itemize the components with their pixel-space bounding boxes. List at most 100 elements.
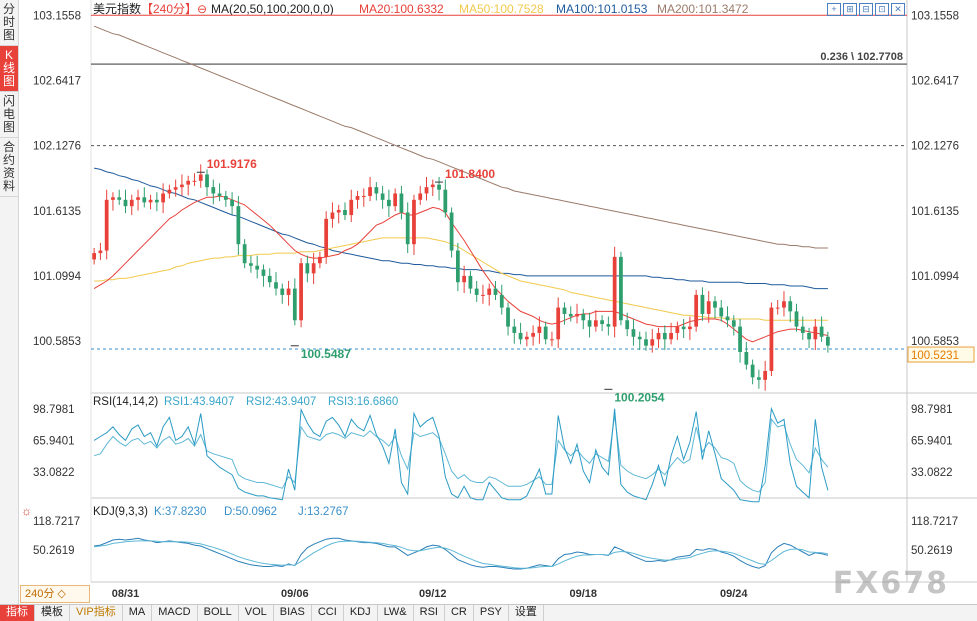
candle-body bbox=[537, 326, 542, 333]
candle-body bbox=[788, 301, 793, 312]
indicator-tab-5[interactable]: BOLL bbox=[198, 605, 239, 621]
side-tab-contract-info[interactable]: 合约资料 bbox=[0, 138, 18, 197]
candle-body bbox=[274, 282, 278, 289]
y-tick-label-left: 102.6417 bbox=[33, 75, 81, 87]
current-price-label: 100.5231 bbox=[911, 350, 959, 362]
candle-body bbox=[481, 294, 485, 296]
candle-body bbox=[104, 199, 109, 251]
indicator-tab-1[interactable]: 模板 bbox=[35, 605, 70, 621]
kdj-y-tick-right: 118.7217 bbox=[911, 516, 958, 528]
indicator-tab-13[interactable]: PSY bbox=[474, 605, 509, 621]
candle-body bbox=[192, 180, 197, 182]
fullscreen-icon[interactable]: ⊡ bbox=[875, 3, 889, 16]
candle-body bbox=[474, 288, 479, 295]
x-tick-label: 09/24 bbox=[720, 588, 748, 600]
candle-body bbox=[813, 326, 818, 340]
extreme-label: 101.9176 bbox=[207, 157, 257, 171]
candle-body bbox=[136, 197, 140, 200]
side-tab-flash[interactable]: 闪电图 bbox=[0, 92, 18, 138]
candle-body bbox=[550, 339, 554, 341]
kdj-line-k bbox=[94, 537, 829, 570]
candle-body bbox=[98, 250, 103, 254]
indicator-tab-6[interactable]: VOL bbox=[239, 605, 274, 621]
kdj-j-label: J:13.2767 bbox=[298, 506, 349, 518]
candle-body bbox=[380, 193, 385, 200]
candle-body bbox=[556, 307, 561, 340]
side-tab-timeshare[interactable]: 分时图 bbox=[0, 0, 18, 46]
candle-body bbox=[455, 250, 460, 283]
candle-body bbox=[223, 196, 228, 200]
candle-body bbox=[650, 339, 655, 346]
candle-body bbox=[600, 320, 604, 325]
candle-body bbox=[775, 307, 780, 309]
indicator-tab-4[interactable]: MACD bbox=[152, 605, 198, 621]
candle-body bbox=[637, 336, 642, 340]
rsi-y-tick-left: 33.0822 bbox=[33, 467, 75, 479]
side-tab-kline[interactable]: K线图 bbox=[0, 46, 18, 92]
extreme-label: 100.5487 bbox=[301, 347, 351, 361]
candle-body bbox=[261, 269, 266, 276]
y-tick-label-right: 102.6417 bbox=[911, 75, 959, 87]
header-ma200: MA200:101.3472 bbox=[657, 2, 749, 16]
indicator-tab-0[interactable]: 指标 bbox=[0, 605, 35, 621]
kdj-y-tick-right: 50.2619 bbox=[911, 545, 953, 557]
candle-body bbox=[311, 263, 316, 274]
indicator-tab-14[interactable]: 设置 bbox=[509, 605, 544, 621]
candle-body bbox=[725, 316, 730, 321]
candle-body bbox=[568, 313, 573, 317]
candle-body bbox=[713, 301, 717, 308]
zoom-in-icon[interactable]: ⊞ bbox=[843, 3, 857, 16]
x-tick-label: 09/06 bbox=[281, 588, 309, 600]
candle-body bbox=[625, 320, 630, 330]
indicator-tab-12[interactable]: CR bbox=[445, 605, 474, 621]
candle-body bbox=[355, 196, 360, 200]
candle-body bbox=[675, 326, 680, 333]
candle-body bbox=[807, 332, 811, 340]
candle-body bbox=[430, 184, 435, 188]
candle-body bbox=[399, 193, 404, 213]
candle-body bbox=[387, 199, 391, 207]
candle-body bbox=[744, 351, 749, 365]
candle-body bbox=[374, 187, 379, 194]
candle-body bbox=[249, 263, 253, 266]
candle-body bbox=[819, 326, 824, 337]
candle-body bbox=[286, 288, 291, 295]
indicator-tab-2[interactable]: VIP指标 bbox=[70, 605, 123, 621]
candle-body bbox=[662, 332, 667, 340]
header-ma20: MA20:100.6332 bbox=[359, 2, 444, 16]
kdj-d-label: D:50.0962 bbox=[224, 506, 277, 518]
crosshair-icon[interactable]: + bbox=[827, 3, 841, 16]
candle-body bbox=[706, 301, 711, 314]
candle-body bbox=[593, 320, 598, 327]
candle-body bbox=[449, 212, 454, 251]
candle-body bbox=[318, 256, 322, 264]
y-tick-label-right: 102.1276 bbox=[911, 141, 959, 153]
period-selector[interactable]: 240分 ◇ bbox=[20, 585, 90, 603]
y-tick-label-left: 103.1558 bbox=[33, 10, 81, 22]
indicator-tab-10[interactable]: LW& bbox=[378, 605, 414, 621]
candle-body bbox=[211, 187, 216, 194]
chart-canvas[interactable]: 美元指数 【240分】 ⊖ MA(20,50,100,200,0,0) MA20:100… bbox=[19, 0, 977, 604]
kdj-title: KDJ(9,3,3) bbox=[93, 506, 148, 518]
candle-body bbox=[656, 332, 661, 340]
candle-body bbox=[763, 370, 768, 380]
candle-body bbox=[738, 326, 742, 352]
close-icon[interactable]: ✕ bbox=[891, 3, 905, 16]
indicator-tab-8[interactable]: CCI bbox=[312, 605, 344, 621]
candle-body bbox=[700, 294, 705, 314]
candle-body bbox=[631, 329, 636, 337]
candle-body bbox=[800, 326, 805, 333]
rsi3-label: RSI3:16.6860 bbox=[328, 396, 398, 408]
indicator-tab-9[interactable]: KDJ bbox=[344, 605, 378, 621]
candle-body bbox=[418, 193, 423, 200]
candle-body bbox=[825, 336, 830, 346]
candle-body bbox=[148, 199, 153, 203]
indicator-tab-11[interactable]: RSI bbox=[414, 605, 445, 621]
indicator-bar: 指标 模板 VIP指标 MA MACD BOLL VOL BIAS CCI KDJ LW& RSI CR… bbox=[0, 604, 977, 621]
zoom-out-icon[interactable]: ⊟ bbox=[859, 3, 873, 16]
indicator-tab-3[interactable]: MA bbox=[123, 605, 153, 621]
candle-body bbox=[161, 193, 165, 203]
candle-body bbox=[267, 275, 272, 283]
indicator-tab-7[interactable]: BIAS bbox=[274, 605, 312, 621]
